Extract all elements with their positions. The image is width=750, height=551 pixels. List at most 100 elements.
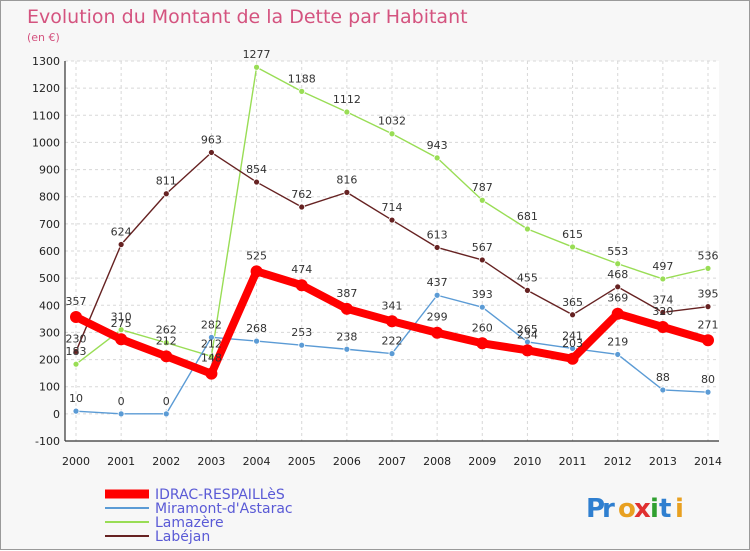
y-tick-label: 1200	[32, 82, 60, 95]
data-point	[614, 260, 622, 268]
data-label: 310	[111, 311, 132, 324]
data-label: 253	[291, 326, 312, 339]
data-label: 1188	[288, 72, 316, 85]
data-label: 212	[201, 337, 222, 350]
data-label: 468	[607, 268, 628, 281]
data-point	[569, 243, 576, 251]
x-tick-label: 2011	[559, 455, 587, 468]
data-label: 369	[607, 292, 628, 305]
data-label: 714	[382, 201, 403, 214]
data-label: 230	[66, 332, 87, 345]
data-point	[298, 88, 306, 95]
data-label: 260	[472, 321, 493, 334]
data-point	[478, 196, 486, 204]
legend-label: Lamazère	[155, 515, 224, 531]
data-label: 299	[427, 311, 448, 324]
data-point	[115, 333, 128, 346]
data-point	[208, 333, 215, 341]
y-tick-label: 100	[39, 381, 60, 394]
data-label: 268	[246, 322, 267, 335]
data-point	[340, 302, 353, 315]
data-label: 271	[698, 318, 719, 331]
data-point	[160, 350, 173, 363]
logo-letter: i	[650, 494, 659, 524]
y-tick-label: 300	[39, 326, 60, 339]
data-label: 357	[66, 295, 87, 308]
grid	[65, 60, 719, 442]
y-tick-label: 500	[39, 272, 60, 285]
data-label: 262	[156, 324, 177, 337]
y-tick-label: 700	[39, 218, 60, 231]
y-tick-label: 1100	[32, 109, 60, 122]
data-point	[521, 344, 534, 357]
x-tick-label: 2005	[288, 455, 316, 468]
data-label: 212	[156, 334, 177, 347]
x-tick-label: 2003	[197, 455, 225, 468]
data-label: 0	[118, 395, 125, 408]
y-tick-label: 1000	[32, 136, 60, 149]
data-point	[388, 350, 396, 358]
data-label: 282	[201, 318, 222, 331]
data-point	[476, 337, 489, 350]
logo-letter: r	[602, 494, 615, 524]
data-point	[659, 308, 667, 316]
data-point	[702, 334, 714, 347]
data-point	[253, 337, 260, 345]
y-tick-label: 900	[39, 164, 60, 177]
chart-unit: (en €)	[27, 31, 60, 44]
x-tick-label: 2004	[243, 455, 271, 468]
x-tick-label: 2000	[62, 455, 90, 468]
x-tick-label: 2014	[694, 455, 722, 468]
data-point	[208, 149, 215, 156]
data-point	[298, 341, 306, 349]
data-label: 148	[201, 352, 222, 365]
data-point	[704, 264, 712, 272]
data-point	[298, 203, 306, 211]
data-label: 275	[111, 317, 132, 330]
data-point	[162, 339, 170, 347]
data-label: 80	[701, 373, 715, 386]
data-point	[205, 367, 218, 380]
data-point	[524, 286, 531, 294]
legend-label: Labéjan	[155, 529, 210, 545]
data-label: 567	[472, 241, 493, 254]
data-point	[162, 410, 170, 418]
data-label: 387	[336, 287, 357, 300]
data-label: 455	[517, 271, 538, 284]
data-label: 1277	[243, 48, 271, 61]
data-label: 395	[698, 288, 719, 301]
x-tick-label: 2008	[423, 455, 451, 468]
data-label: 374	[652, 293, 673, 306]
data-label: 365	[562, 296, 583, 309]
data-point	[343, 345, 351, 353]
data-label: 219	[607, 335, 628, 348]
data-point	[162, 190, 170, 198]
x-tick-label: 2012	[604, 455, 632, 468]
data-label: 241	[562, 329, 583, 342]
data-label: 222	[382, 335, 403, 348]
data-point	[614, 283, 622, 291]
data-point	[72, 360, 80, 368]
data-point	[478, 256, 486, 264]
data-label: 497	[652, 260, 673, 273]
x-tick-label: 2006	[333, 455, 361, 468]
data-point	[72, 348, 80, 355]
data-label: 1032	[378, 115, 406, 128]
data-label: 265	[517, 323, 538, 336]
data-point	[343, 108, 351, 116]
data-point	[478, 303, 486, 311]
data-point	[656, 321, 669, 333]
data-label: 0	[163, 395, 170, 408]
data-point	[250, 265, 263, 278]
x-tick-label: 2009	[468, 455, 496, 468]
data-point	[659, 275, 667, 283]
data-label: 88	[656, 371, 670, 384]
data-label: 811	[156, 175, 177, 188]
logo-letter: i	[675, 494, 684, 524]
data-label: 762	[291, 188, 312, 201]
data-label: 943	[427, 139, 448, 152]
x-tick-label: 2013	[649, 455, 677, 468]
logo-letter: P	[586, 494, 605, 524]
data-point	[569, 311, 576, 319]
